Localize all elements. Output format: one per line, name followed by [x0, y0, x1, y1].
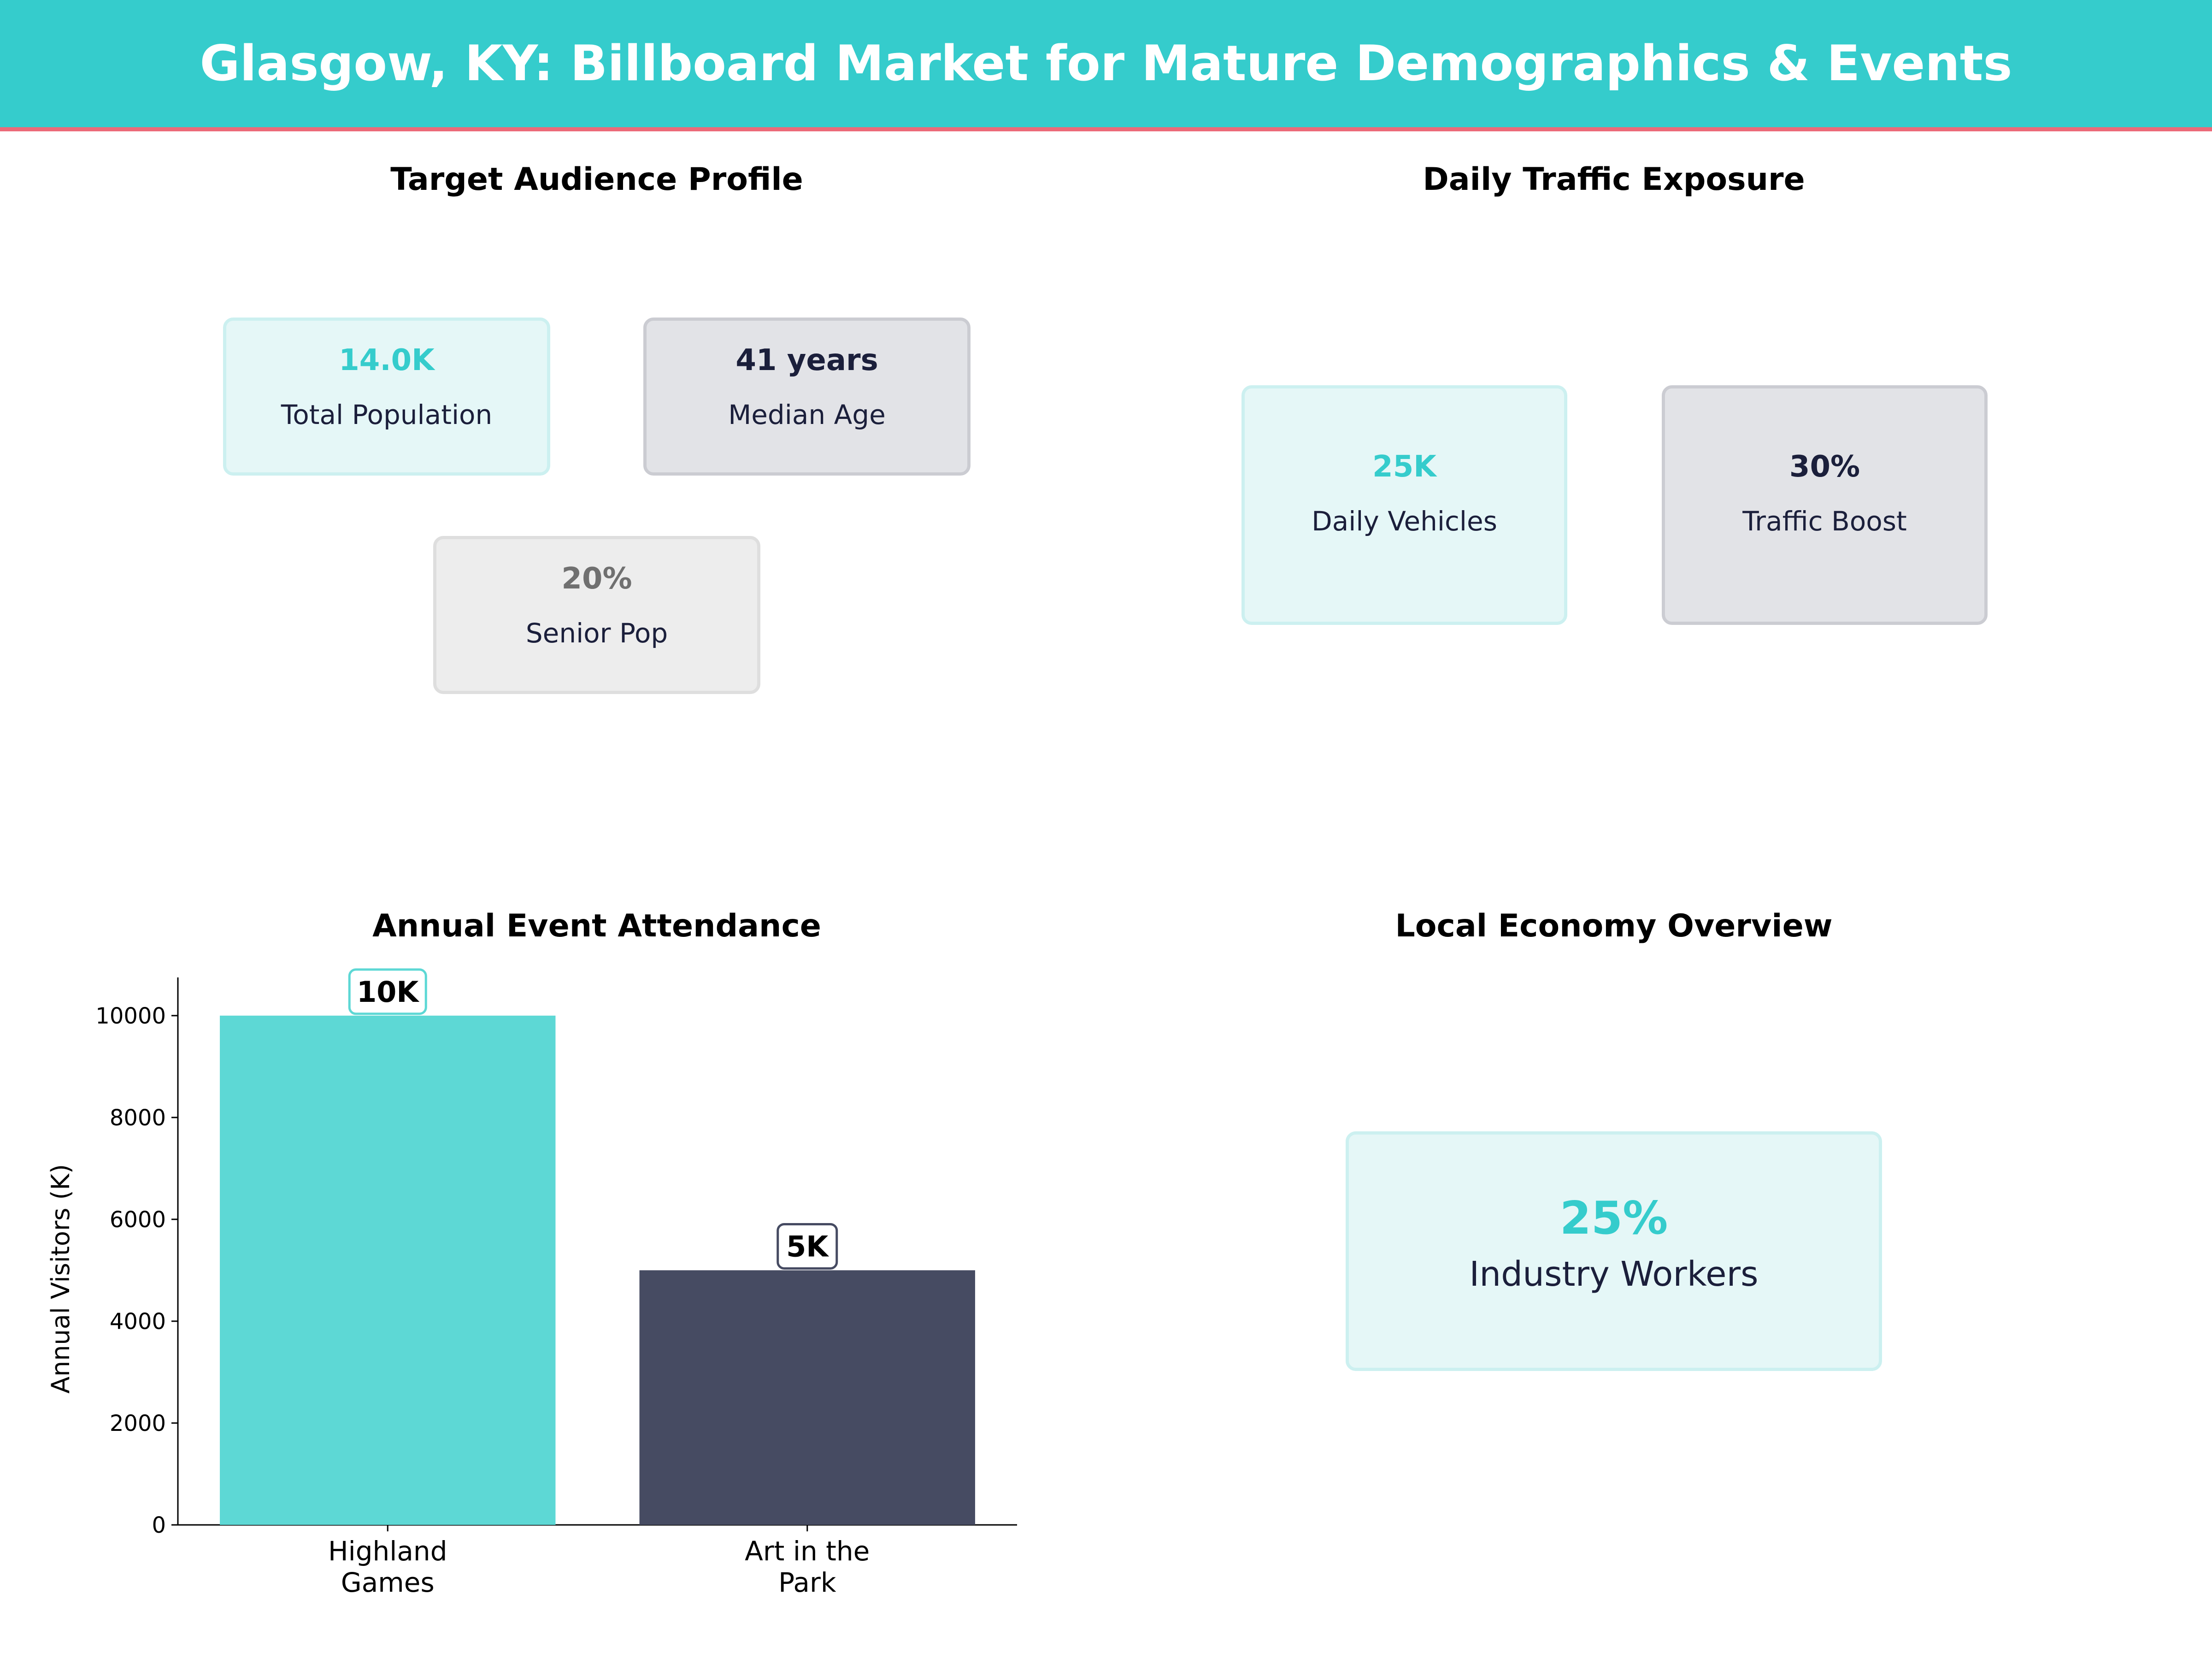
stat-value: 25K	[1372, 450, 1436, 484]
stat-label: Total Population	[281, 399, 493, 430]
stat-card-total-population: 14.0K Total Population	[223, 318, 550, 476]
stat-card-industry-workers: 25% Industry Workers	[1346, 1131, 1882, 1371]
stat-label: Median Age	[728, 399, 886, 430]
y-tick-label: 4000	[110, 1309, 166, 1335]
stat-value: 14.0K	[339, 343, 435, 377]
y-tick-label: 2000	[110, 1411, 166, 1436]
x-tick-label: Highland	[328, 1535, 447, 1567]
data-label: 5K	[786, 1230, 829, 1263]
header-banner: Glasgow, KY: Billboard Market for Mature…	[0, 0, 2212, 131]
y-tick-label: 8000	[110, 1105, 166, 1131]
y-tick-label: 10000	[95, 1003, 166, 1029]
stat-card-senior-pop: 20% Senior Pop	[433, 536, 760, 694]
economy-panel-title: Local Economy Overview	[1395, 908, 1833, 944]
stat-value: 20%	[561, 562, 632, 596]
y-axis-title: Annual Visitors (K)	[46, 1164, 75, 1394]
stat-card-median-age: 41 years Median Age	[643, 318, 971, 476]
bar	[639, 1270, 975, 1525]
data-label-box	[348, 968, 427, 1015]
stat-value: 25%	[1559, 1192, 1668, 1245]
stat-value: 41 years	[735, 343, 878, 377]
x-tick-label: Park	[778, 1567, 836, 1598]
stat-label: Traffic Boost	[1742, 506, 1907, 537]
y-tick-label: 6000	[110, 1207, 166, 1233]
stat-label: Industry Workers	[1469, 1254, 1759, 1294]
audience-panel-title: Target Audience Profile	[390, 161, 803, 198]
stat-card-traffic-boost: 30% Traffic Boost	[1662, 385, 1988, 625]
stat-label: Senior Pop	[525, 618, 668, 649]
stat-label: Daily Vehicles	[1312, 506, 1497, 537]
traffic-panel-title: Daily Traffic Exposure	[1423, 161, 1805, 198]
page-title: Glasgow, KY: Billboard Market for Mature…	[200, 35, 2012, 92]
bar	[220, 1015, 556, 1525]
data-label-box	[777, 1223, 838, 1270]
stat-value: 30%	[1789, 450, 1860, 484]
stat-card-daily-vehicles: 25K Daily Vehicles	[1241, 385, 1567, 625]
x-tick-label: Games	[341, 1567, 435, 1598]
attendance-panel-title: Annual Event Attendance	[372, 908, 821, 944]
data-label: 10K	[357, 975, 419, 1009]
y-tick-label: 0	[152, 1512, 166, 1538]
x-tick-label: Art in the	[745, 1535, 870, 1567]
